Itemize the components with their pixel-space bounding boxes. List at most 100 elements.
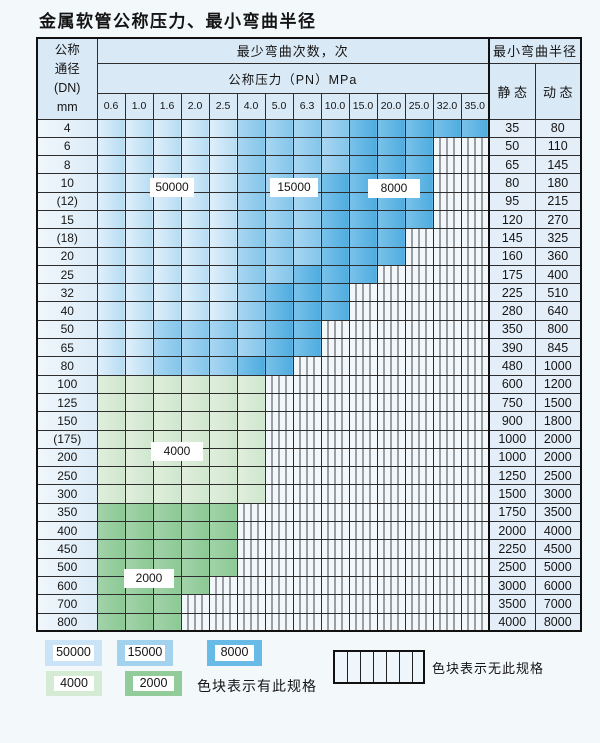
zone-cell-none	[208, 612, 238, 632]
zone-cell-none	[432, 356, 462, 376]
zone-cell-none	[432, 283, 462, 303]
zone-cell-none	[376, 319, 406, 340]
zone-cell-spec	[348, 136, 378, 157]
zone-cell-none	[320, 502, 350, 523]
zone-cell-spec	[376, 209, 406, 230]
table-row-dn-400: 400 2000 4000	[36, 521, 582, 541]
zone-cell-none	[264, 612, 294, 632]
zone-cell-spec	[152, 228, 182, 248]
zone-cell-spec	[292, 228, 322, 248]
zone-cell-spec	[124, 594, 154, 614]
zone-cell-spec	[292, 209, 322, 230]
dynamic-value-cell: 7000	[534, 594, 582, 614]
zone-cell-spec	[124, 447, 154, 468]
zone-cell-spec	[180, 264, 210, 285]
pressure-header-cell: 公称压力（PN）MPa	[96, 62, 490, 94]
zone-cell-spec	[124, 173, 154, 193]
zone-cell-spec	[404, 136, 434, 157]
zone-cell-spec	[180, 356, 210, 376]
zone-cell-none	[404, 502, 434, 523]
zone-cell-spec	[320, 228, 350, 248]
zone-cell-none	[320, 575, 350, 596]
zone-cell-none	[404, 228, 434, 248]
zone-cell-spec	[152, 209, 182, 230]
zone-cell-spec	[180, 209, 210, 230]
zone-cell-spec	[236, 319, 266, 340]
zone-cell-none	[376, 575, 406, 596]
legend-available-text: 色块表示有此规格	[197, 678, 317, 694]
dn-cell: 300	[36, 484, 98, 504]
zone-cell-spec	[208, 411, 238, 431]
zone-cell-none	[348, 447, 378, 468]
zone-cell-spec	[208, 246, 238, 266]
zone-cell-spec	[320, 209, 350, 230]
zone-cell-spec	[96, 612, 126, 632]
zone-cell-spec	[152, 411, 182, 431]
table-row-dn-12: (12) 95 215	[36, 191, 582, 211]
zone-cell-none	[292, 557, 322, 577]
zone-cell-spec	[376, 118, 406, 138]
dynamic-value-cell: 4500	[534, 539, 582, 559]
zone-cell-none	[320, 411, 350, 431]
zone-cell-none	[236, 502, 266, 523]
zone-cell-spec	[96, 411, 126, 431]
static-value-cell: 160	[488, 246, 536, 266]
zone-cell-spec	[96, 575, 126, 596]
zone-cell-none	[348, 338, 378, 358]
dynamic-value-cell: 4000	[534, 521, 582, 541]
table-row-dn-350: 350 1750 3500	[36, 502, 582, 523]
zone-cell-none	[264, 502, 294, 523]
dn-cell: 25	[36, 264, 98, 285]
dynamic-value-cell: 270	[534, 209, 582, 230]
zone-cell-none	[264, 411, 294, 431]
zone-cell-none	[432, 411, 462, 431]
zone-cell-spec	[292, 283, 322, 303]
zone-cell-spec	[180, 521, 210, 541]
zone-cell-none	[376, 429, 406, 449]
dn-cell: 40	[36, 301, 98, 321]
zone-cell-spec	[180, 557, 210, 577]
dynamic-value-cell: 110	[534, 136, 582, 157]
dn-header-line-1: 通径	[54, 61, 80, 76]
static-value-cell: 1000	[488, 447, 536, 468]
cycle-count-label: 2000	[124, 569, 174, 588]
zone-cell-spec	[236, 228, 266, 248]
zone-cell-none	[348, 374, 378, 394]
zone-cell-spec	[292, 155, 322, 175]
zone-cell-none	[432, 228, 462, 248]
zone-cell-spec	[152, 264, 182, 285]
zone-cell-spec	[264, 319, 294, 340]
zone-cell-none	[376, 521, 406, 541]
zone-cell-none	[460, 264, 490, 285]
zone-cell-none	[432, 209, 462, 230]
dn-cell: 80	[36, 356, 98, 376]
pressure-col-label-13: 35.0	[460, 92, 490, 120]
static-value-cell: 145	[488, 228, 536, 248]
zone-cell-spec	[96, 173, 126, 193]
zone-cell-spec	[152, 356, 182, 376]
zone-cell-none	[320, 374, 350, 394]
legend-block-label: 8000	[215, 645, 254, 661]
zone-cell-spec	[292, 319, 322, 340]
zone-cell-spec	[152, 521, 182, 541]
zone-cell-none	[432, 539, 462, 559]
zone-cell-none	[348, 612, 378, 632]
zone-cell-none	[404, 557, 434, 577]
zone-cell-spec	[404, 155, 434, 175]
zone-cell-none	[376, 612, 406, 632]
static-value-cell: 65	[488, 155, 536, 175]
zone-cell-spec	[236, 356, 266, 376]
zone-cell-none	[376, 374, 406, 394]
zone-cell-spec	[96, 246, 126, 266]
zone-cell-none	[460, 539, 490, 559]
cycle-count-label: 15000	[270, 178, 318, 197]
zone-cell-spec	[376, 246, 406, 266]
zone-cell-spec	[208, 228, 238, 248]
zone-cell-none	[376, 466, 406, 486]
zone-cell-spec	[320, 264, 350, 285]
zone-cell-spec	[320, 283, 350, 303]
zone-cell-none	[432, 484, 462, 504]
zone-cell-none	[432, 429, 462, 449]
zone-cell-spec	[124, 484, 154, 504]
